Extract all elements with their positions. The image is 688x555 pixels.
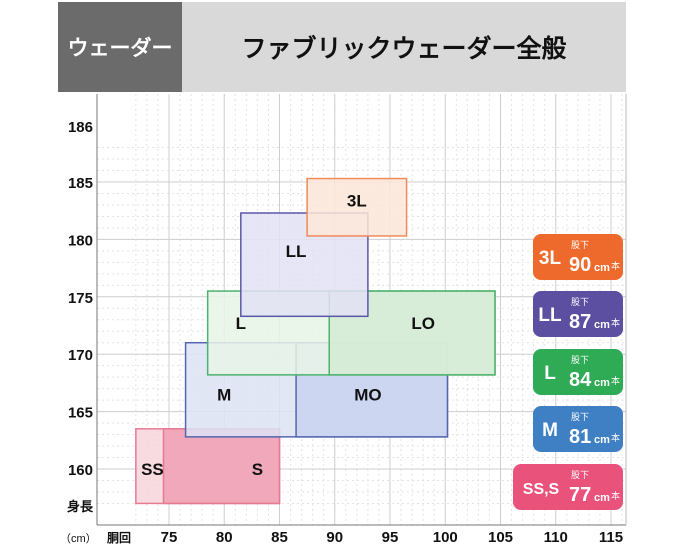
size-label-3l: 3L	[347, 191, 367, 210]
inseam-label: 股下	[571, 355, 589, 365]
x-axis-unit: （cm）	[60, 532, 97, 545]
inseam-unit: cm	[594, 492, 610, 504]
inseam-unit: cm	[594, 262, 610, 274]
x-tick-label: 80	[216, 529, 233, 546]
inseam-value: 90	[569, 254, 591, 276]
size-label-s: S	[252, 460, 263, 479]
inseam-suffix: 本	[611, 260, 620, 271]
inseam-suffix: 本	[611, 432, 620, 443]
category-label: ウェーダー	[67, 36, 173, 60]
y-tick-label: 170	[68, 347, 93, 364]
x-tick-label: 110	[544, 529, 568, 546]
inseam-label: 股下	[571, 297, 589, 307]
y-axis-label: 身長	[67, 499, 94, 514]
inseam-badge	[533, 349, 623, 395]
inseam-suffix: 本	[611, 317, 620, 328]
x-tick-label: 85	[271, 529, 288, 546]
title-header: ファブリックウェーダー全般	[182, 2, 626, 92]
inseam-label: 股下	[571, 470, 589, 480]
size-label-ll: LL	[286, 242, 307, 261]
category-header: ウェーダー	[58, 2, 182, 92]
x-tick-label: 115	[599, 529, 623, 546]
size-label-ss: SS	[141, 460, 164, 479]
size-label-lo: LO	[411, 314, 435, 333]
size-region-s	[162, 428, 281, 505]
size-label-mo: MO	[354, 385, 381, 404]
y-tick-label: 175	[68, 290, 93, 307]
inseam-value: 81	[569, 426, 591, 448]
inseam-size: SS,S	[523, 481, 560, 498]
inseam-size: LL	[538, 305, 562, 326]
size-label-m: M	[217, 385, 231, 404]
inseam-badge	[533, 234, 623, 280]
inseam-unit: cm	[594, 434, 610, 446]
x-tick-label: 100	[433, 529, 458, 546]
y-tick-label: 165	[68, 405, 93, 422]
x-tick-label: 95	[382, 529, 399, 546]
inseam-label: 股下	[571, 240, 589, 250]
y-tick-label: 185	[68, 175, 93, 192]
inseam-value: 77	[569, 484, 591, 506]
inseam-size: 3L	[539, 248, 562, 269]
size-label-l: L	[236, 314, 246, 333]
inseam-badge	[533, 291, 623, 337]
inseam-unit: cm	[594, 319, 610, 331]
inseam-badge	[513, 464, 623, 510]
x-tick-label: 90	[326, 529, 343, 546]
inseam-value: 84	[569, 369, 592, 391]
inseam-label: 股下	[571, 412, 589, 422]
y-tick-label: 186	[68, 119, 93, 136]
inseam-unit: cm	[594, 377, 610, 389]
x-tick-label: 105	[488, 529, 513, 546]
x-axis-label: 胴回	[107, 530, 131, 545]
inseam-value: 87	[569, 311, 591, 333]
x-tick-label: 75	[161, 529, 178, 546]
y-tick-label: 160	[68, 462, 93, 479]
size-region-3l	[306, 177, 408, 237]
inseam-size: M	[542, 420, 558, 441]
inseam-size: L	[544, 363, 556, 384]
inseam-suffix: 本	[611, 375, 620, 386]
inseam-suffix: 本	[611, 490, 620, 501]
y-tick-label: 180	[68, 232, 93, 249]
page-title: ファブリックウェーダー全般	[241, 34, 567, 63]
inseam-badge	[533, 406, 623, 452]
